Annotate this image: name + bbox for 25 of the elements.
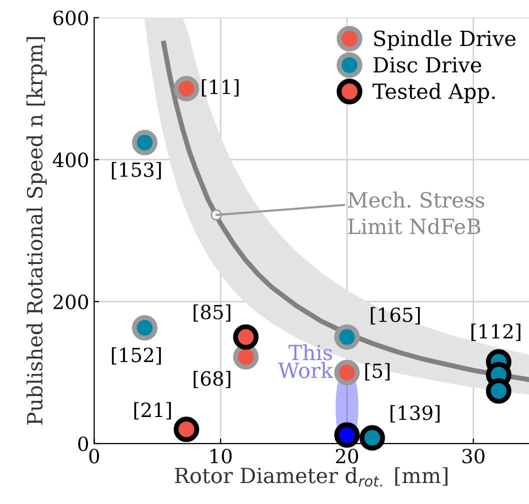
x-tick-label: 20 (336, 448, 358, 464)
annotation: [21] (134, 402, 171, 420)
annotation: [112] (471, 324, 520, 341)
legend-label: Spindle Drive (374, 30, 516, 50)
y-axis-title: Published Rotational Speed n [krpm] (26, 37, 47, 425)
annotation: Mech. Stress Limit NdFeB (348, 192, 484, 234)
annotation: This Work (278, 344, 334, 378)
y-tick-label: 200 (54, 294, 88, 310)
annotation: [153] (112, 162, 161, 180)
legend-label: Disc Drive (374, 57, 482, 73)
annotation: [85] (194, 304, 230, 322)
x-tick-label: 30 (462, 448, 484, 464)
x-tick-label: 10 (210, 448, 232, 464)
y-tick-label: 0 (78, 436, 88, 452)
x-axis-title: Rotor Diameter d$_{rot.}$ [mm] (174, 467, 448, 487)
annotation: [152] (112, 347, 161, 365)
y-tick-label: 600 (53, 10, 88, 26)
y-tick-label: 400 (52, 152, 88, 168)
annotation: [11] (202, 79, 239, 97)
annotation: [139] (390, 405, 440, 422)
annotation: [165] (370, 307, 420, 324)
annotation: [68] (194, 370, 230, 388)
annotation: [5] (365, 363, 390, 380)
legend-label: Tested App. (372, 82, 495, 104)
x-tick-label: 0 (89, 448, 100, 464)
